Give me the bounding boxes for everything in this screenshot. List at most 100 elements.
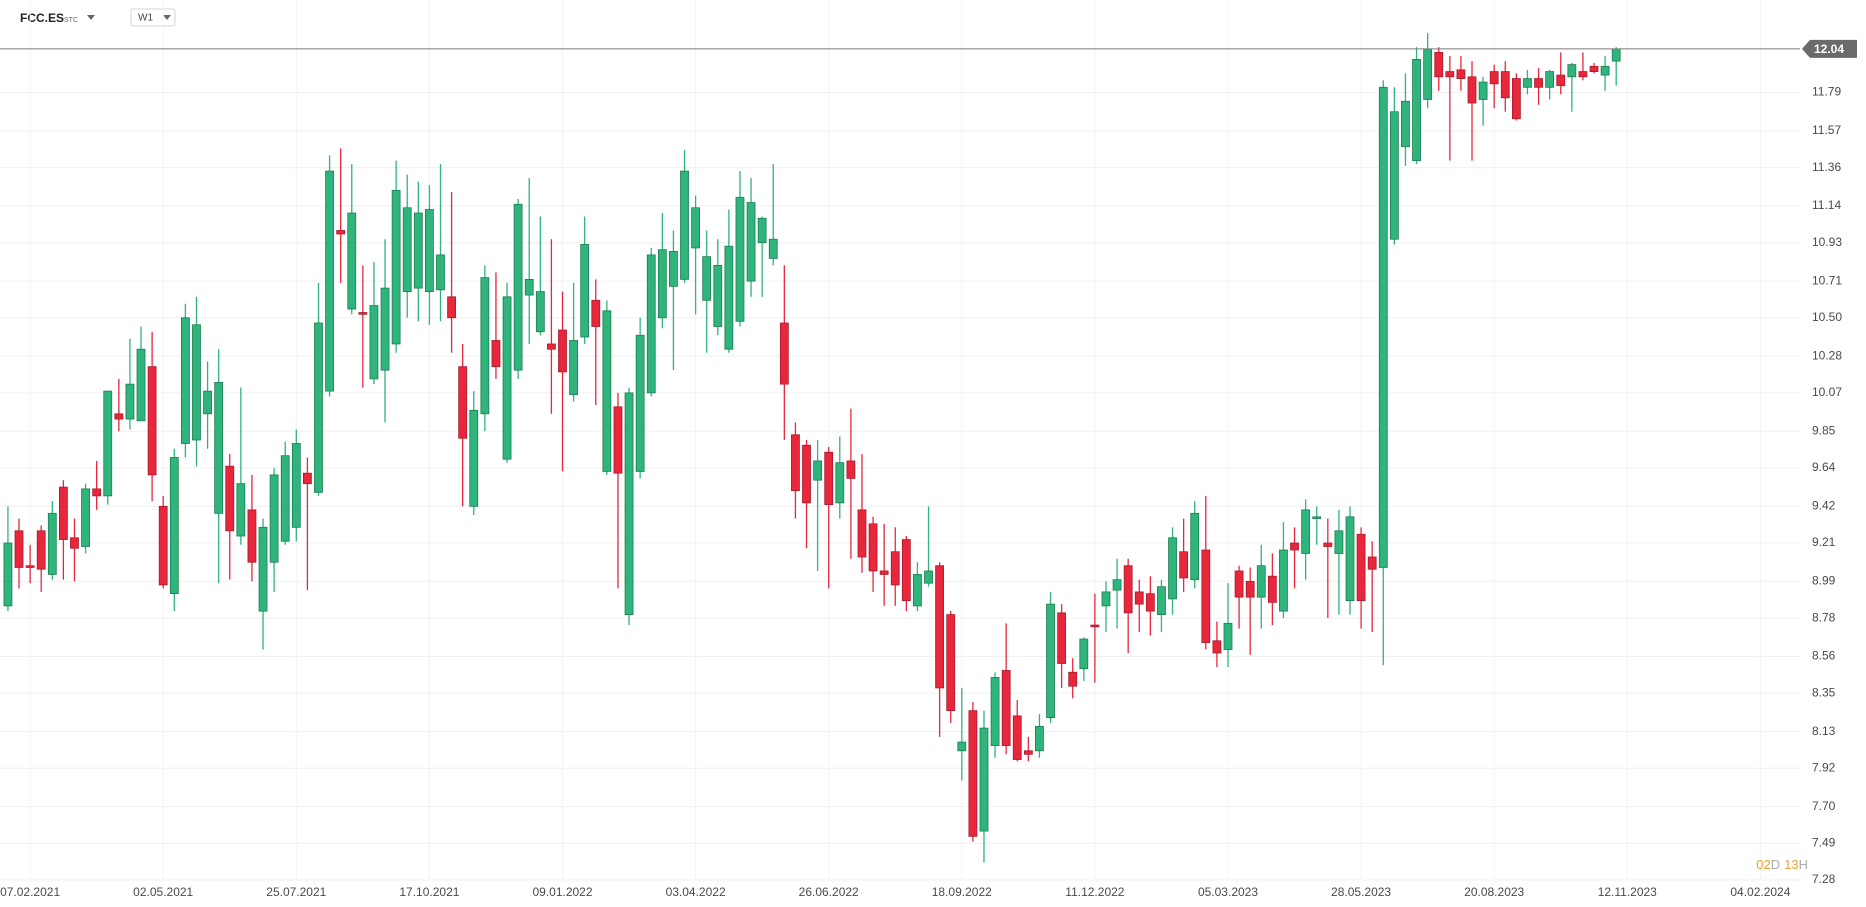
candle-body bbox=[1600, 65, 1610, 76]
y-tick-label: 8.35 bbox=[1812, 685, 1836, 699]
candle-body bbox=[990, 677, 1000, 746]
y-tick-label: 9.21 bbox=[1812, 535, 1836, 549]
candle-body bbox=[835, 462, 845, 504]
candle-body bbox=[1267, 575, 1277, 603]
market: STC bbox=[64, 17, 78, 24]
candle-body bbox=[1123, 565, 1133, 614]
candle-body bbox=[824, 451, 834, 506]
candle-body bbox=[1279, 549, 1288, 612]
candle-body bbox=[1201, 549, 1211, 643]
x-tick-label: 25.07.2021 bbox=[266, 885, 326, 899]
candle-body bbox=[646, 254, 656, 394]
symbol: FCC.ES bbox=[20, 11, 64, 25]
y-tick-label: 11.57 bbox=[1812, 123, 1841, 137]
y-tick-label: 10.93 bbox=[1812, 235, 1842, 249]
candle-body bbox=[702, 256, 712, 301]
candle-body bbox=[314, 322, 323, 493]
timeframe-dropdown[interactable] bbox=[163, 15, 171, 20]
candle-body bbox=[1068, 671, 1078, 687]
y-tick-label: 7.92 bbox=[1812, 760, 1836, 774]
candle-body bbox=[203, 390, 212, 415]
candle-body bbox=[624, 392, 634, 616]
candle-body bbox=[214, 381, 224, 514]
candle-body bbox=[103, 390, 113, 497]
candle-body bbox=[1345, 516, 1355, 602]
candle-body bbox=[1012, 715, 1022, 760]
candle-body bbox=[547, 343, 556, 350]
candle-body bbox=[779, 322, 789, 385]
candle-body bbox=[1356, 533, 1366, 602]
axes: 7.28 7.49 7.70 7.92 8.13 8.35 8.56 8.78 8.99 9.21… bbox=[0, 39, 1857, 899]
candle-body bbox=[1101, 591, 1111, 607]
candle-body bbox=[180, 317, 190, 444]
candle-body bbox=[225, 465, 235, 532]
countdown-hour-unit: H bbox=[1799, 857, 1808, 872]
candle-body bbox=[1534, 78, 1543, 88]
candle-body bbox=[114, 413, 124, 420]
candle-body bbox=[158, 505, 168, 586]
candle-body bbox=[1190, 512, 1200, 581]
candle-body bbox=[868, 523, 878, 572]
candle-body bbox=[791, 434, 800, 492]
candle-body bbox=[192, 324, 201, 441]
candle-body bbox=[236, 483, 246, 537]
candle-body bbox=[1057, 612, 1067, 664]
candle-body bbox=[935, 565, 945, 689]
candle-body bbox=[602, 310, 612, 472]
x-tick-label: 04.02.2024 bbox=[1730, 885, 1790, 899]
timeframe: W1 bbox=[138, 13, 153, 24]
candle-body bbox=[1500, 71, 1510, 99]
candle-body bbox=[768, 238, 778, 259]
candle-body bbox=[913, 574, 922, 607]
candle-body bbox=[480, 277, 490, 415]
candle-body bbox=[36, 530, 46, 570]
candle-body bbox=[591, 299, 601, 327]
symbol-dropdown[interactable] bbox=[87, 15, 95, 20]
candle-body bbox=[1023, 750, 1033, 755]
candle-body bbox=[1434, 51, 1444, 78]
candle-body bbox=[147, 366, 157, 476]
candle-body bbox=[1389, 111, 1399, 240]
last-price-label: 12.04 bbox=[1814, 42, 1844, 56]
y-tick-label: 7.70 bbox=[1812, 799, 1836, 813]
candle-body bbox=[1456, 69, 1466, 79]
candle-body bbox=[391, 189, 401, 345]
candle-body bbox=[846, 460, 856, 479]
grid bbox=[0, 0, 1800, 881]
candle-body bbox=[58, 486, 68, 540]
x-tick-label: 28.05.2023 bbox=[1331, 885, 1391, 899]
candle-body bbox=[1556, 74, 1566, 86]
x-tick-label: 02.05.2021 bbox=[133, 885, 193, 899]
candle-body bbox=[813, 460, 822, 481]
candle-body bbox=[1134, 591, 1144, 605]
candle-body bbox=[1423, 48, 1433, 100]
candle-body bbox=[336, 230, 346, 235]
countdown: 02D 13H bbox=[1756, 857, 1808, 872]
candle-body bbox=[946, 614, 956, 712]
candle-body bbox=[1312, 516, 1322, 519]
candle-body bbox=[802, 444, 811, 504]
candle-body bbox=[580, 244, 590, 338]
candle-body bbox=[25, 565, 35, 568]
candle-body bbox=[613, 406, 623, 474]
candle-body bbox=[1467, 76, 1477, 104]
timeframe-box[interactable] bbox=[130, 8, 176, 27]
candle-body bbox=[1589, 65, 1599, 72]
x-tick-label: 05.03.2023 bbox=[1198, 885, 1258, 899]
candle-body bbox=[890, 551, 900, 586]
candle-body bbox=[1567, 64, 1577, 78]
y-tick-label: 8.56 bbox=[1812, 649, 1836, 663]
candle-body bbox=[81, 488, 90, 547]
x-tick-label: 12.11.2023 bbox=[1598, 885, 1657, 899]
candle-body bbox=[291, 443, 301, 528]
candle-body bbox=[1157, 586, 1166, 616]
candle-body bbox=[303, 472, 312, 485]
candle-body bbox=[1511, 78, 1521, 120]
candle-body bbox=[1079, 638, 1089, 670]
candle-body bbox=[1290, 542, 1299, 551]
candle-body bbox=[1611, 48, 1621, 62]
x-tick-label: 09.01.2022 bbox=[532, 885, 592, 899]
candle-body bbox=[1323, 542, 1333, 547]
y-tick-label: 8.13 bbox=[1812, 724, 1836, 738]
candle-body bbox=[1145, 593, 1155, 612]
